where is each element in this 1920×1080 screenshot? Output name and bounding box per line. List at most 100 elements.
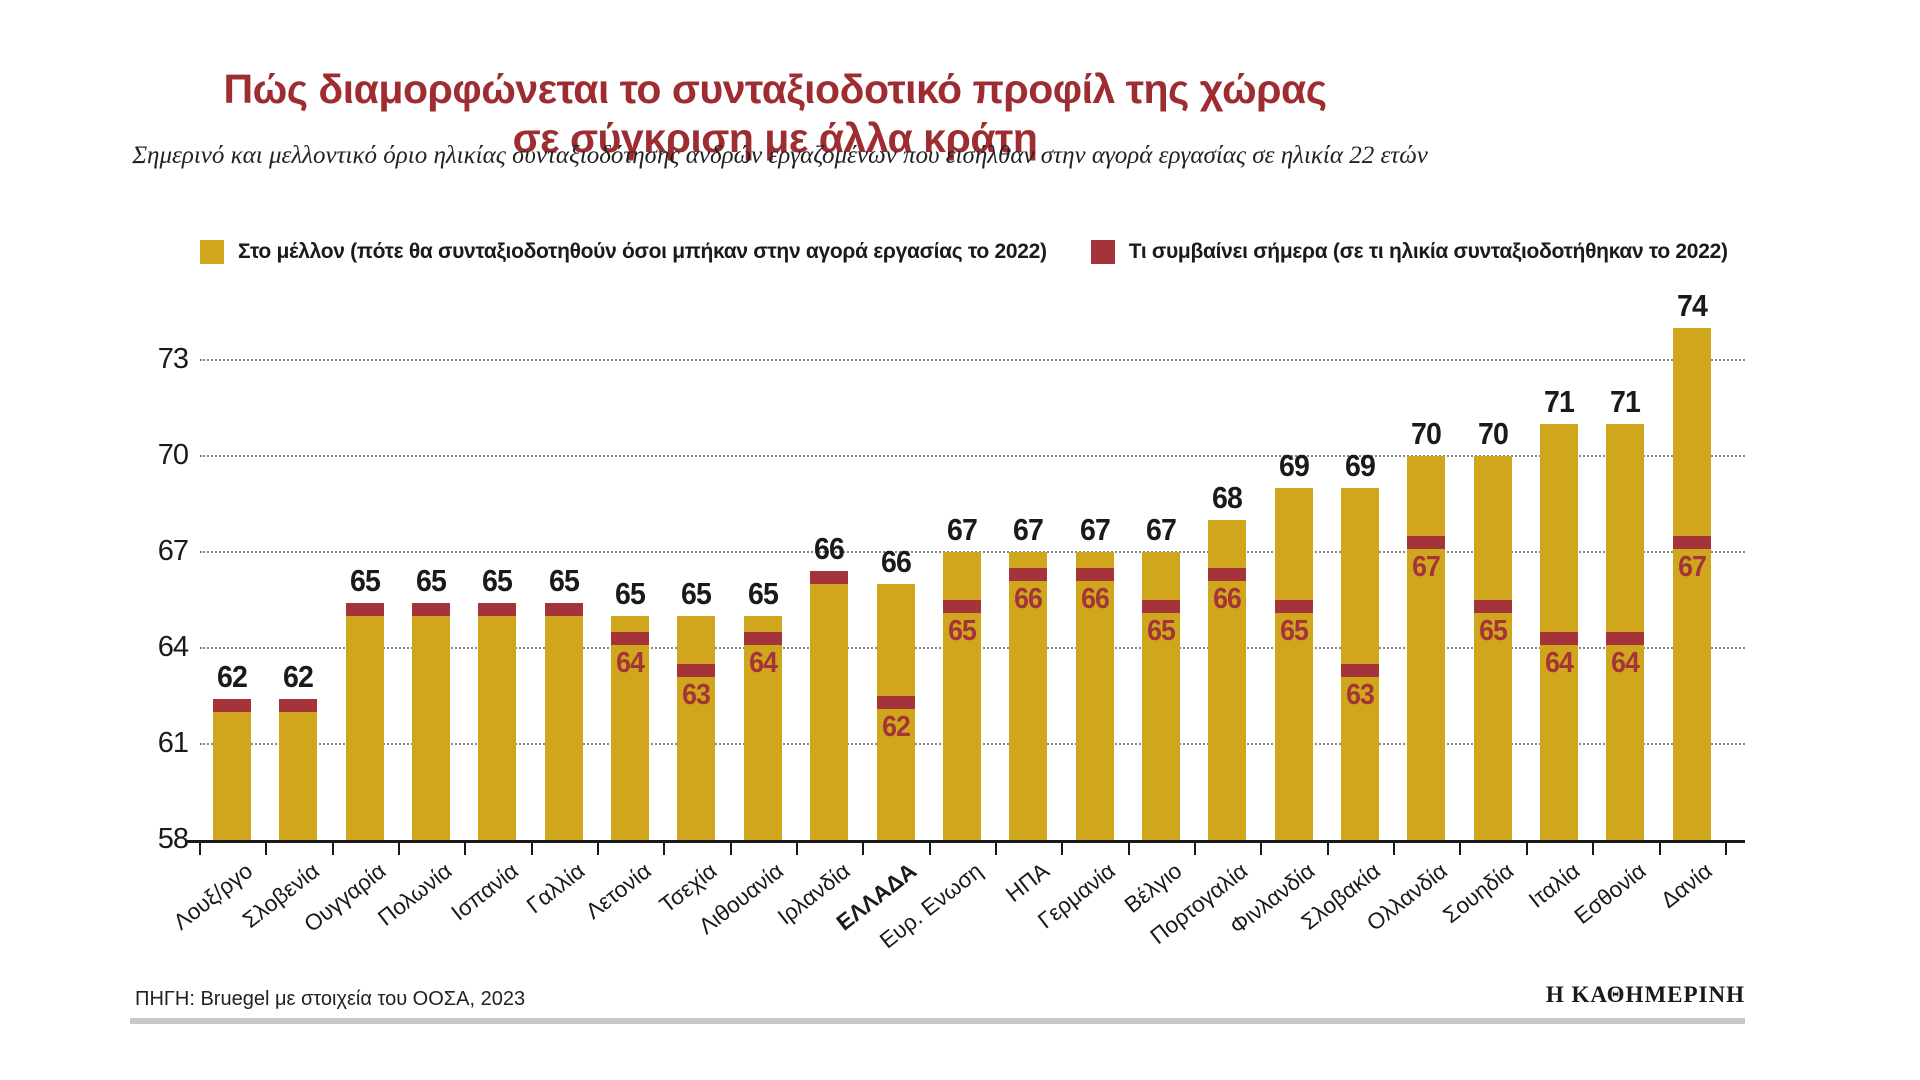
x-axis-tick [995, 843, 998, 855]
bar-future [412, 616, 451, 840]
x-axis-tick [397, 843, 400, 855]
mark-today [942, 600, 981, 613]
bar-future [1407, 456, 1446, 840]
bar-future [213, 712, 251, 840]
page-title: Πώς διαμορφώνεται το συνταξιοδοτικό προφ… [0, 65, 1550, 162]
today-swatch-icon [1090, 240, 1115, 264]
x-axis-label: Πολωνία [373, 858, 457, 931]
future-value-label: 67 [1079, 512, 1111, 547]
y-axis-label-58: 58 [157, 823, 189, 855]
mark-today [1208, 568, 1247, 581]
future-value-label: 71 [1544, 384, 1575, 419]
x-axis-tick [596, 843, 599, 855]
x-axis-tick [1326, 843, 1329, 855]
future-value-label: 65 [349, 563, 381, 598]
today-value-label: 65 [947, 615, 977, 647]
title-line-1: Πώς διαμορφώνεται το συνταξιοδοτικό προφ… [223, 66, 1327, 113]
x-axis-tick [1658, 843, 1661, 855]
mark-today [810, 571, 849, 584]
x-axis-tick [464, 843, 467, 855]
future-value-label: 67 [1013, 512, 1044, 547]
mark-today [213, 699, 251, 712]
x-axis-label: Λετονία [580, 858, 656, 925]
legend-item-future: Στο μέλλον (πότε θα συνταξιοδοτηθούν όσο… [200, 240, 1047, 264]
mark-today [743, 632, 782, 645]
future-value-label: 71 [1610, 384, 1641, 419]
x-axis-label: ΗΠΑ [1000, 858, 1054, 907]
today-value-label: 64 [616, 647, 645, 679]
future-value-label: 62 [217, 659, 248, 694]
footer-rule [130, 1018, 1745, 1024]
mark-today [1606, 632, 1645, 645]
legend: Στο μέλλον (πότε θα συνταξιοδοτηθούν όσο… [200, 240, 1728, 264]
future-value-label: 70 [1411, 416, 1442, 451]
mark-today [677, 664, 716, 677]
today-value-label: 65 [1279, 615, 1309, 647]
mark-today [611, 632, 650, 645]
y-axis-label-61: 61 [157, 727, 189, 759]
x-axis-label: Δανία [1656, 858, 1718, 913]
future-value-label: 65 [681, 576, 712, 611]
mark-today [1274, 600, 1313, 613]
future-value-label: 68 [1212, 480, 1243, 515]
x-axis-tick [1127, 843, 1130, 855]
mark-today [279, 699, 318, 712]
today-value-label: 63 [682, 679, 712, 711]
bar-future [611, 616, 650, 840]
bar-future [1009, 552, 1048, 840]
future-value-label: 66 [880, 544, 912, 579]
mark-today [1540, 632, 1578, 645]
future-value-label: 67 [1145, 512, 1177, 547]
x-axis-label: Εσθονία [1569, 858, 1651, 929]
bar-future [478, 616, 517, 840]
today-value-label: 64 [1611, 647, 1640, 679]
x-axis-tick [795, 843, 798, 855]
mark-today [1141, 600, 1180, 613]
x-axis-tick [1592, 843, 1595, 855]
bar-future [1274, 488, 1313, 840]
x-axis-tick [530, 843, 533, 855]
future-value-label: 74 [1676, 288, 1708, 323]
future-value-label: 69 [1278, 448, 1310, 483]
mark-today [478, 603, 517, 616]
future-swatch-icon [200, 240, 224, 264]
future-value-label: 65 [615, 576, 646, 611]
mark-today [345, 603, 384, 616]
mark-today [1075, 568, 1114, 581]
mark-today [1340, 664, 1379, 677]
y-axis-label-73: 73 [157, 343, 189, 375]
x-axis-tick [1194, 843, 1197, 855]
legend-label-future: Στο μέλλον (πότε θα συνταξιοδοτηθούν όσο… [238, 240, 1047, 263]
x-axis-tick [1393, 843, 1396, 855]
x-axis-tick [198, 843, 201, 855]
today-value-label: 65 [1146, 615, 1176, 647]
x-axis-tick [729, 843, 732, 855]
today-value-label: 62 [881, 711, 911, 743]
bar-future [942, 552, 981, 840]
future-value-label: 67 [946, 512, 978, 547]
x-axis-tick [265, 843, 268, 855]
x-axis-tick [928, 843, 931, 855]
today-value-label: 67 [1677, 551, 1707, 583]
x-axis-tick [663, 843, 666, 855]
bar-future [743, 616, 782, 840]
mark-today [876, 696, 915, 709]
bar-future [279, 712, 318, 840]
future-value-label: 62 [283, 659, 314, 694]
gridline-73 [200, 359, 1745, 361]
x-axis-label: Σουηδία [1438, 858, 1519, 929]
x-axis-tick [1525, 843, 1528, 855]
x-axis-label: Γαλλία [521, 858, 590, 919]
x-axis-tick [331, 843, 334, 855]
today-value-label: 64 [1545, 647, 1574, 679]
future-value-label: 66 [814, 531, 845, 566]
today-value-label: 67 [1412, 551, 1441, 583]
x-axis-tick [1459, 843, 1462, 855]
source-note: ΠΗΓΗ: Bruegel με στοιχεία του ΟΟΣΑ, 2023 [135, 988, 526, 1010]
today-value-label: 64 [748, 647, 778, 679]
mark-today [544, 603, 583, 616]
today-value-label: 65 [1478, 615, 1508, 647]
bar-future [1473, 456, 1512, 840]
mark-today [412, 603, 451, 616]
legend-item-today: Τι συμβαίνει σήμερα (σε τι ηλικία συνταξ… [1090, 240, 1728, 264]
